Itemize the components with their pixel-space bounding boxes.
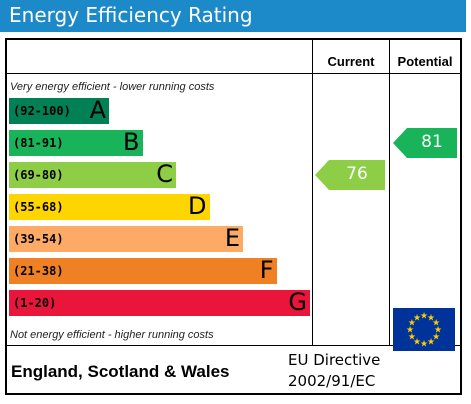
star-icon: ★: [434, 326, 442, 336]
potential-rating-value: 81: [421, 132, 443, 152]
band-letter-label: E: [224, 224, 240, 252]
bottom-note: Not energy efficient - higher running co…: [10, 329, 214, 341]
band-letter-label: G: [288, 288, 307, 316]
band-c: (69-80) C: [9, 160, 176, 188]
top-note: Very energy efficient - lower running co…: [10, 81, 215, 93]
band-e: (39-54) E: [9, 224, 243, 252]
band-range-label: (81-91): [13, 136, 64, 150]
potential-rating-arrow: 81: [393, 128, 457, 158]
band-range-label: (69-80): [13, 168, 64, 182]
current-column-header: Current: [327, 54, 375, 69]
band-letter-label: F: [259, 256, 274, 284]
star-icon: ★: [413, 313, 421, 323]
star-icon: ★: [427, 313, 435, 323]
star-icon: ★: [408, 333, 416, 343]
current-arrow-shape: [315, 160, 385, 190]
rating-chart: Current Potential Very energy efficient …: [5, 38, 462, 395]
footer-region: England, Scotland & Wales: [11, 362, 230, 381]
directive-line-2: 2002/91/EC: [288, 372, 376, 390]
star-icon: ★: [427, 338, 435, 348]
eu-flag-icon: ★ ★ ★ ★ ★ ★ ★ ★ ★ ★ ★ ★: [393, 308, 455, 351]
band-letter-label: B: [123, 128, 140, 156]
title-bar: Energy Efficiency Rating: [0, 0, 466, 32]
band-letter-label: C: [156, 160, 173, 188]
band-letter-label: A: [89, 96, 106, 124]
band-range-label: (39-54): [13, 232, 64, 246]
star-icon: ★: [432, 319, 440, 329]
band-b: (81-91) B: [9, 128, 143, 156]
potential-column-header: Potential: [397, 54, 453, 69]
divider-potential: [389, 40, 390, 346]
star-icon: ★: [413, 338, 421, 348]
band-a: (92-100) A: [9, 96, 109, 124]
star-icon: ★: [420, 340, 428, 350]
star-icon: ★: [408, 319, 416, 329]
current-rating-arrow: 76: [315, 160, 385, 190]
band-range-label: (1-20): [13, 296, 57, 310]
band-f: (21-38) F: [9, 256, 277, 284]
header-rule: [7, 73, 460, 74]
band-letter-label: D: [188, 192, 207, 220]
band-d: (55-68) D: [9, 192, 210, 220]
page-title: Energy Efficiency Rating: [9, 3, 253, 27]
current-rating-value: 76: [346, 164, 368, 184]
directive-line-1: EU Directive: [288, 351, 381, 369]
footer-rule: [7, 345, 460, 346]
divider-current: [312, 40, 313, 346]
band-range-label: (55-68): [13, 200, 64, 214]
star-icon: ★: [420, 312, 428, 322]
band-g: (1-20) G: [9, 288, 310, 316]
potential-arrow-shape: [393, 128, 457, 158]
band-range-label: (21-38): [13, 264, 64, 278]
band-range-label: (92-100): [13, 104, 71, 118]
star-icon: ★: [432, 333, 440, 343]
star-icon: ★: [406, 326, 414, 336]
